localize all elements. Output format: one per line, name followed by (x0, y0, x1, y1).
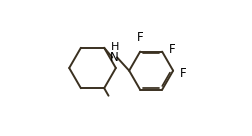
Text: F: F (168, 43, 175, 56)
Text: H: H (110, 42, 118, 52)
Text: N: N (110, 51, 119, 64)
Text: F: F (179, 67, 186, 80)
Text: F: F (136, 31, 143, 44)
